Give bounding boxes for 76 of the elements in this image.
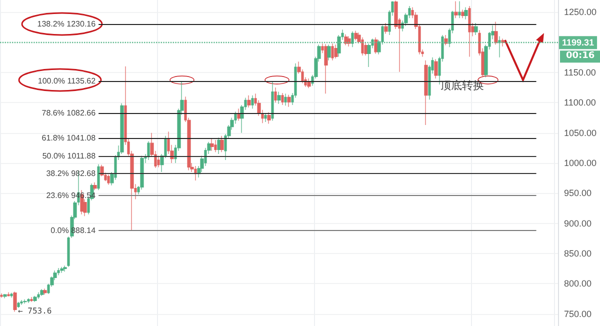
y-tick-label: 1000.00 — [564, 158, 597, 168]
y-tick-label: 800.00 — [564, 278, 592, 289]
candlestick — [327, 44, 331, 61]
ref-line-label: 50.0% 1011.88 — [42, 151, 96, 160]
candlestick — [347, 36, 351, 47]
candlestick — [464, 6, 468, 20]
candlestick — [354, 30, 358, 41]
candlestick — [247, 95, 251, 108]
candlestick — [40, 288, 44, 296]
candlestick — [10, 292, 13, 298]
candlestick — [37, 292, 40, 300]
candlestick — [33, 296, 37, 302]
candlestick — [334, 44, 338, 59]
candlestick — [424, 60, 428, 126]
y-tick-label: 750.00 — [564, 308, 592, 319]
candlestick — [277, 91, 281, 104]
y-tick-label: 1150.00 — [564, 67, 596, 78]
ref-line-label: 61.8% 1041.08 — [42, 134, 96, 143]
candlestick — [264, 113, 267, 122]
y-tick-label: 1250.00 — [564, 7, 597, 18]
candlestick — [434, 58, 438, 79]
candlestick — [374, 37, 378, 54]
candlestick — [307, 78, 311, 88]
ref-line-label: 1199.31 — [562, 38, 594, 48]
candlestick — [20, 300, 23, 306]
y-tick-label: 950.00 — [564, 188, 592, 198]
candlestick — [157, 155, 160, 168]
candlestick — [474, 22, 478, 36]
candlestick — [324, 44, 328, 94]
candlestick — [7, 292, 10, 297]
candlestick — [384, 22, 388, 34]
candlestick — [498, 36, 501, 58]
ref-line-label: 100.0% 1135.62 — [38, 76, 96, 86]
candlestick — [281, 92, 284, 106]
candlestick — [214, 140, 217, 152]
candlestick — [63, 265, 67, 272]
candlestick — [210, 138, 214, 152]
text: 00:16 — [566, 51, 595, 62]
candlestick — [17, 302, 20, 308]
candlestick — [217, 137, 221, 154]
candlestick — [351, 31, 354, 48]
candlestick — [271, 81, 274, 122]
y-tick-label: 850.00 — [564, 248, 592, 259]
candlestick — [0, 293, 3, 298]
candlestick — [494, 21, 498, 45]
y-tick-label: 1050.00 — [564, 128, 597, 138]
candlestick — [267, 112, 271, 124]
candlestick — [60, 266, 64, 274]
candlestick — [93, 182, 97, 190]
candlestick — [57, 268, 60, 276]
candlestick — [13, 291, 17, 312]
candlestick — [237, 108, 241, 122]
candlestick — [274, 87, 277, 103]
candlestick — [30, 296, 33, 302]
ref-line-label: 78.6% 1082.66 — [42, 108, 96, 118]
candlestick — [444, 34, 448, 46]
candlestick — [287, 94, 291, 108]
ref-line-label: 138.2% 1230.16 — [37, 20, 96, 29]
candlestick — [251, 95, 254, 109]
candlestick — [220, 136, 224, 152]
y-tick-label: 1100.00 — [564, 98, 596, 108]
annotation: ← 753.6 — [18, 306, 52, 316]
candlestick — [27, 298, 30, 304]
candlestick — [468, 6, 471, 58]
candlestick — [461, 9, 465, 18]
candlestick — [284, 93, 287, 106]
candlestick — [3, 294, 7, 299]
candlestick — [97, 164, 100, 190]
candlestick — [458, 0, 461, 18]
candlestick — [107, 174, 110, 186]
candlestick — [43, 288, 47, 295]
candlestick — [454, 0, 458, 18]
candlestick — [344, 34, 348, 46]
y-tick-label: 900.00 — [564, 218, 592, 228]
candlestick — [147, 140, 150, 160]
candlestick — [331, 43, 334, 61]
